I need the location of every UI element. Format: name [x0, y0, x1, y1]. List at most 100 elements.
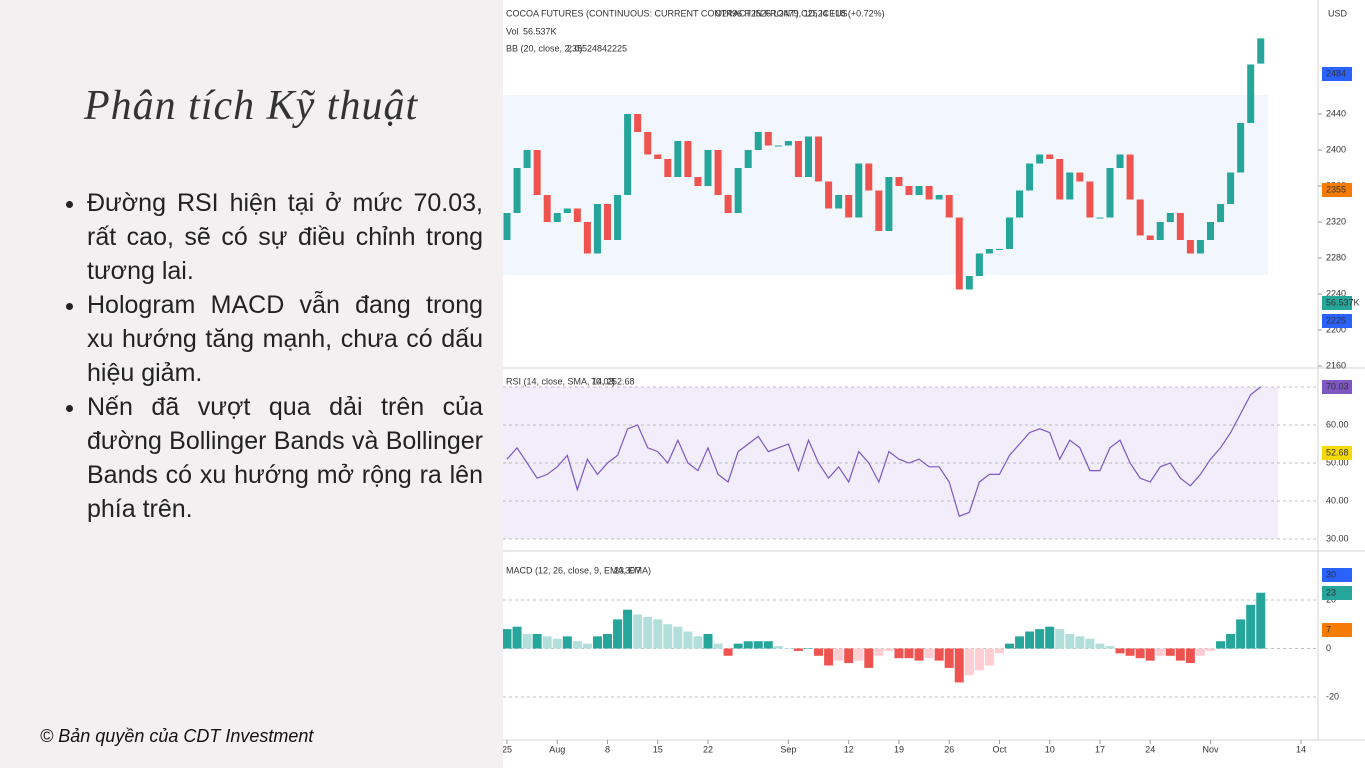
legend-text: 70.03	[591, 376, 614, 386]
candle	[664, 159, 672, 177]
candle	[945, 195, 953, 218]
candle	[895, 177, 903, 186]
x-tick-label: Nov	[1202, 744, 1219, 754]
candle	[1116, 154, 1124, 168]
candle	[714, 150, 722, 195]
candle	[634, 114, 642, 132]
candle	[1026, 163, 1034, 191]
candle	[855, 163, 863, 218]
candle	[774, 145, 782, 147]
y-tick-label: 30.00	[1326, 533, 1349, 543]
macd-bar	[914, 648, 924, 661]
macd-bar	[1216, 641, 1226, 649]
candle	[1207, 222, 1214, 240]
candle	[1156, 222, 1164, 240]
candle	[1217, 204, 1225, 222]
macd-bar	[783, 648, 793, 649]
candle	[523, 150, 531, 168]
candle	[553, 213, 561, 222]
value-badge	[1322, 568, 1352, 582]
macd-bar	[814, 648, 824, 656]
value-badge	[1322, 586, 1352, 600]
candle	[965, 276, 973, 290]
legend-text: 56.537K	[523, 26, 557, 36]
badge-label: 30	[1326, 569, 1336, 579]
macd-bar	[1085, 638, 1095, 649]
candle	[1257, 38, 1265, 64]
legend-text: 52.68	[612, 376, 635, 386]
macd-bar	[1105, 646, 1115, 649]
legend-text: 2225	[607, 43, 627, 53]
macd-bar	[572, 641, 582, 649]
legend-text: 7	[636, 565, 641, 575]
macd-bar	[864, 648, 874, 668]
macd-bar	[793, 648, 803, 651]
candle	[1176, 213, 1184, 240]
macd-bar	[924, 648, 934, 659]
candle	[875, 190, 883, 231]
macd-bar	[1065, 633, 1075, 649]
macd-bar	[522, 633, 532, 649]
x-tick-label: 8	[605, 744, 610, 754]
candle	[614, 195, 622, 240]
candle	[845, 195, 853, 218]
value-badge	[1322, 314, 1352, 328]
macd-bar	[633, 614, 643, 649]
y-tick-label: 60.00	[1326, 419, 1349, 429]
macd-bar	[1246, 604, 1256, 649]
macd-bar	[934, 648, 944, 661]
candle	[915, 186, 923, 195]
candle	[754, 132, 762, 150]
badge-label: 23	[1326, 587, 1336, 597]
candle	[1056, 159, 1064, 200]
macd-bar	[954, 648, 964, 683]
macd-bar	[994, 648, 1004, 654]
macd-bar	[542, 636, 552, 649]
candle	[1227, 172, 1235, 204]
macd-bar	[884, 648, 894, 651]
candle	[784, 141, 792, 146]
candle	[835, 195, 843, 209]
macd-bar	[763, 641, 773, 649]
macd-bar	[1005, 643, 1014, 649]
macd-bar	[1185, 648, 1195, 664]
y-tick-label: 2280	[1326, 252, 1346, 262]
candle	[1146, 235, 1154, 240]
macd-bar	[1256, 592, 1266, 649]
candle	[1196, 240, 1204, 254]
value-badge	[1322, 380, 1352, 394]
macd-bar	[613, 619, 623, 649]
macd-bar	[1025, 631, 1035, 649]
candle	[593, 204, 601, 254]
candle	[1016, 190, 1024, 218]
x-tick-label: 25	[503, 744, 512, 754]
value-badge	[1322, 296, 1352, 310]
macd-bar	[974, 648, 984, 671]
candle	[1046, 154, 1054, 159]
candle	[734, 168, 742, 213]
macd-bar	[592, 636, 602, 649]
macd-bar	[693, 636, 703, 649]
x-tick-label: 19	[894, 744, 904, 754]
macd-bar	[552, 638, 562, 649]
macd-bar	[703, 633, 713, 649]
x-tick-label: 15	[653, 744, 663, 754]
candle	[744, 150, 752, 168]
macd-bar	[1145, 648, 1155, 661]
legend-text: COCOA FUTURES (CONTINUOUS: CURRENT CONTR…	[506, 8, 848, 18]
macd-bar	[1045, 626, 1055, 649]
x-tick-label: 26	[944, 744, 954, 754]
candle	[694, 177, 702, 186]
macd-bar	[1095, 643, 1105, 649]
chart: 2160220022402280232023602400244030.0040.…	[503, 0, 1365, 768]
macd-bar	[1155, 648, 1165, 656]
candle	[724, 195, 732, 213]
candle	[543, 195, 551, 222]
badge-label: 2355	[1326, 184, 1346, 194]
candle	[815, 136, 823, 182]
macd-bar	[944, 648, 954, 668]
y-tick-label: 40.00	[1326, 495, 1349, 505]
candle	[1237, 123, 1245, 173]
x-tick-label: 17	[1095, 744, 1105, 754]
macd-bar	[1115, 648, 1125, 654]
